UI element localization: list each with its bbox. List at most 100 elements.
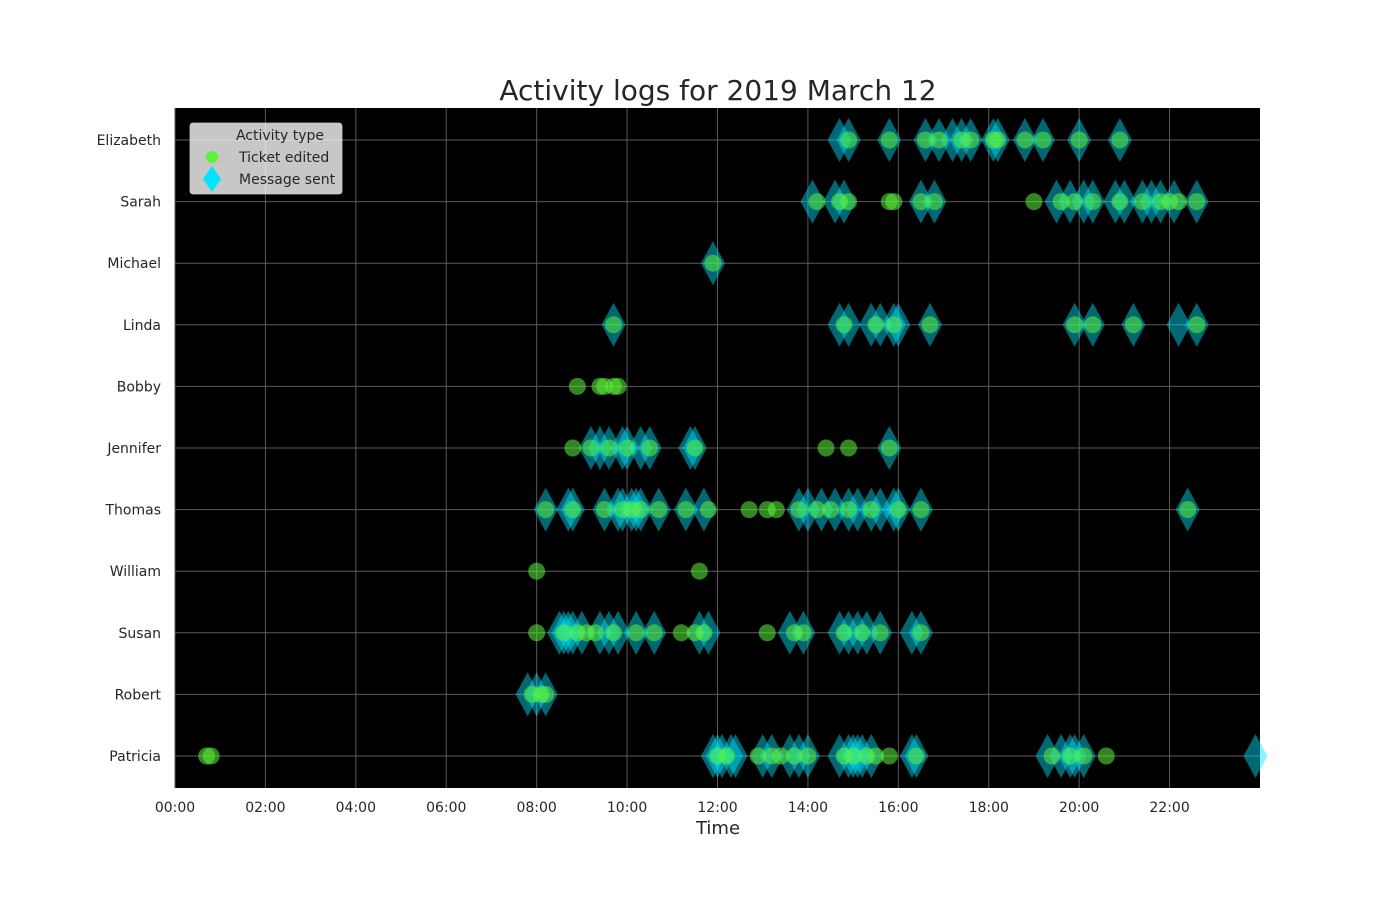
x-tick-label: 00:00 — [155, 800, 195, 816]
x-tick-label: 06:00 — [426, 800, 466, 816]
legend-label-message-sent: Message sent — [239, 172, 336, 188]
ticket-edited-point — [840, 193, 858, 211]
ticket-edited-point — [600, 439, 618, 457]
ticket-edited-point — [889, 501, 907, 519]
ticket-edited-point — [926, 193, 943, 211]
message-sent-point — [587, 426, 612, 470]
message-sent-point — [1243, 734, 1268, 778]
ticket-edited-point — [871, 624, 889, 642]
y-tick-label: Michael — [107, 256, 161, 272]
legend-marker-message-sent — [203, 166, 221, 192]
y-tick-label: Bobby — [117, 379, 161, 395]
legend-label-ticket-edited: Ticket edited — [238, 150, 329, 166]
message-sent-point — [899, 610, 924, 655]
ticket-edited-point — [641, 439, 659, 457]
ticket-edited-point — [1188, 316, 1206, 334]
message-sent-point — [723, 734, 748, 778]
ticket-edited-point — [528, 562, 546, 580]
ticket-edited-point — [537, 685, 555, 703]
legend-marker-ticket-edited — [206, 151, 218, 163]
x-tick-label: 20:00 — [1059, 800, 1099, 816]
x-tick-label: 16:00 — [878, 800, 918, 816]
y-tick-label: William — [110, 564, 161, 580]
ticket-edited-point — [844, 747, 862, 765]
x-tick-label: 22:00 — [1149, 800, 1189, 816]
ticket-edited-point — [840, 131, 858, 149]
ticket-edited-point — [1170, 193, 1188, 211]
x-tick-label: 10:00 — [607, 800, 647, 816]
legend-box — [189, 122, 343, 195]
ticket-edited-point — [962, 131, 980, 149]
ticket-edited-point — [1133, 193, 1151, 211]
ticket-edited-point — [840, 439, 858, 457]
ticket-edited-point — [862, 501, 880, 519]
ticket-edited-point — [1124, 316, 1142, 334]
ticket-edited-point — [537, 501, 555, 519]
ticket-edited-point — [921, 316, 939, 334]
x-tick-labels: 00:00 02:00 04:00 06:00 08:00 10:00 12:00 14:00… — [155, 800, 1190, 816]
message-sent-point — [940, 118, 965, 162]
message-sent-point — [795, 487, 820, 532]
ticket-edited-point — [627, 624, 645, 642]
y-tick-label: Susan — [118, 626, 161, 642]
x-tick-label: 08:00 — [516, 800, 556, 816]
ticket-edited-point — [699, 501, 717, 519]
ticket-edited-point — [885, 316, 903, 334]
message-sent-point — [827, 118, 852, 162]
ticket-edited-point — [582, 439, 600, 457]
ticket-edited-point — [880, 747, 898, 765]
message-sent-point — [1166, 302, 1191, 347]
ticket-edited-point — [564, 501, 582, 519]
ticket-edited-point — [767, 501, 785, 519]
ticket-edited-point — [1111, 193, 1129, 211]
legend: Activity type Ticket edited Message sent — [189, 122, 343, 195]
ticket-edited-point — [1084, 316, 1102, 334]
ticket-edited-point — [835, 624, 853, 642]
ticket-edited-point — [1097, 747, 1115, 765]
data-marks — [198, 118, 1268, 778]
series-message-sent — [515, 118, 1268, 778]
ticket-edited-point — [1025, 193, 1043, 211]
ticket-edited-point — [880, 439, 898, 457]
ticket-edited-point — [758, 624, 776, 642]
ticket-edited-point — [749, 747, 767, 765]
ticket-edited-point — [1043, 747, 1061, 765]
ticket-edited-point — [695, 624, 713, 642]
ticket-edited-point — [907, 747, 925, 765]
ticket-edited-point — [880, 131, 898, 149]
ticket-edited-point — [202, 747, 220, 765]
x-tick-label: 18:00 — [969, 800, 1009, 816]
message-sent-point — [1139, 179, 1164, 224]
ticket-edited-point — [718, 747, 736, 765]
message-sent-point — [845, 487, 870, 532]
ticket-edited-point — [835, 316, 853, 334]
ticket-edited-point — [1016, 131, 1034, 149]
ticket-edited-point — [822, 501, 840, 519]
ticket-edited-point — [618, 439, 636, 457]
ticket-edited-point — [912, 624, 930, 642]
ticket-edited-point — [605, 316, 623, 334]
ticket-edited-point — [1111, 131, 1129, 149]
ticket-edited-point — [916, 131, 934, 149]
x-tick-label: 12:00 — [697, 800, 737, 816]
ticket-edited-point — [1066, 193, 1084, 211]
ticket-edited-point — [912, 501, 930, 519]
ticket-edited-point — [808, 501, 826, 519]
ticket-edited-point — [808, 193, 826, 211]
ticket-edited-point — [1061, 747, 1079, 765]
y-tick-label: Linda — [123, 318, 161, 334]
message-sent-point — [1049, 734, 1074, 778]
y-tick-label: Robert — [115, 687, 162, 703]
series-ticket-edited — [198, 131, 1206, 765]
ticket-edited-point — [817, 439, 835, 457]
ticket-edited-point — [867, 316, 885, 334]
ticket-edited-point — [1034, 131, 1052, 149]
x-tick-label: 02:00 — [245, 800, 285, 816]
chart-title: Activity logs for 2019 March 12 — [499, 74, 936, 107]
ticket-edited-point — [672, 624, 690, 642]
message-sent-point — [868, 487, 893, 532]
ticket-edited-point — [794, 624, 812, 642]
ticket-edited-point — [840, 501, 858, 519]
ticket-edited-point — [885, 193, 903, 211]
